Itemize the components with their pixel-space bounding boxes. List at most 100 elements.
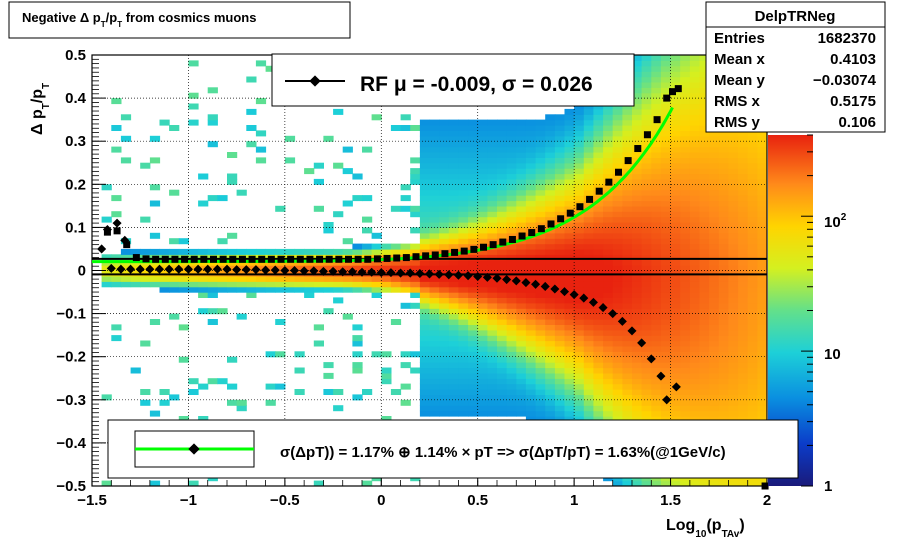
heatmap-cell — [651, 152, 662, 158]
heatmap-cell — [670, 416, 681, 422]
heatmap-cell — [477, 292, 488, 298]
heatmap-cell — [140, 265, 151, 272]
heatmap-cell — [535, 389, 546, 395]
heatmap-cell — [140, 248, 151, 255]
heatmap-cell — [468, 152, 479, 158]
heatmap-cell — [564, 254, 575, 261]
heatmap-cell — [352, 351, 363, 358]
heatmap-cell — [419, 367, 431, 374]
heatmap-cell — [757, 157, 767, 164]
heatmap-cell — [554, 356, 566, 363]
heatmap-cell — [535, 308, 546, 315]
heatmap-cell — [680, 356, 691, 363]
heatmap-cell — [487, 372, 498, 379]
colorbar-label-10: 10 — [824, 346, 841, 363]
heatmap-cell — [699, 141, 710, 148]
heatmap-cell — [468, 356, 479, 363]
heatmap-cell — [574, 308, 585, 315]
heatmap-cell — [535, 205, 546, 212]
heatmap-cell — [554, 130, 566, 137]
heatmap-cell — [728, 378, 739, 385]
heatmap-cell — [747, 173, 758, 180]
heatmap-cell — [757, 319, 767, 325]
heatmap-cell — [497, 119, 508, 126]
heatmap-cell — [728, 222, 739, 228]
heatmap-cell — [497, 141, 508, 148]
heatmap-cell — [709, 135, 720, 142]
sigma-marker — [210, 255, 217, 263]
heatmap-cell — [497, 265, 508, 272]
heatmap-cell — [535, 141, 546, 148]
heatmap-cell — [680, 410, 691, 417]
heatmap-cell — [632, 125, 643, 131]
heatmap-cell — [439, 146, 450, 153]
mean-marker — [627, 326, 637, 336]
heatmap-cell — [603, 130, 614, 137]
heatmap-cell — [506, 324, 517, 331]
heatmap-cell — [699, 195, 710, 202]
heatmap-cell — [689, 399, 701, 406]
heatmap-cell — [612, 297, 623, 304]
heatmap-cell — [583, 281, 594, 288]
heatmap-cell — [516, 313, 527, 320]
heatmap-cell — [236, 399, 247, 406]
heatmap-cell — [516, 200, 527, 207]
heatmap-cell — [458, 157, 469, 164]
heatmap-cell — [516, 383, 527, 390]
heatmap-cell — [709, 335, 720, 342]
heatmap-cell — [477, 351, 488, 358]
heatmap-cell — [545, 345, 556, 352]
heatmap-cell — [612, 389, 623, 395]
heatmap-cell — [545, 329, 556, 336]
heatmap-cell — [487, 399, 498, 406]
heatmap-cell — [670, 362, 681, 369]
heatmap-cell — [574, 135, 585, 142]
heatmap-cell — [333, 108, 344, 115]
heatmap-cell — [612, 108, 623, 115]
heatmap-cell — [497, 367, 508, 374]
heatmap-cell — [689, 87, 701, 94]
heatmap-cell — [622, 248, 633, 255]
heatmap-cell — [313, 248, 324, 255]
heatmap-cell — [439, 356, 450, 363]
heatmap-cell — [641, 189, 652, 196]
heatmap-cell — [497, 324, 508, 331]
heatmap-cell — [362, 281, 373, 288]
heatmap-cell — [525, 416, 537, 422]
heatmap-cell — [535, 281, 546, 288]
heatmap-cell — [670, 286, 681, 293]
heatmap-cell — [487, 265, 498, 272]
heatmap-cell — [612, 410, 623, 417]
heatmap-cell — [757, 356, 767, 363]
heatmap-cell — [477, 254, 488, 261]
heatmap-cell — [632, 65, 643, 72]
heatmap-cell — [574, 383, 585, 390]
heatmap-cell — [718, 248, 729, 255]
heatmap-cell — [680, 81, 691, 88]
heatmap-cell — [419, 389, 431, 395]
heatmap-cell — [632, 286, 643, 293]
heatmap-cell — [468, 383, 479, 390]
heatmap-cell — [728, 335, 739, 342]
heatmap-cell — [718, 205, 729, 212]
heatmap-cell — [680, 248, 691, 255]
heatmap-cell — [506, 195, 517, 202]
heatmap-cell — [670, 60, 681, 67]
heatmap-cell — [709, 211, 720, 218]
heatmap-cell — [632, 356, 643, 363]
heatmap-cell — [699, 243, 710, 250]
heatmap-cell — [670, 98, 681, 105]
heatmap-cell — [651, 222, 662, 228]
heatmap-cell — [487, 405, 498, 412]
heatmap-cell — [718, 362, 729, 369]
heatmap-cell — [651, 98, 662, 105]
heatmap-cell — [236, 189, 247, 196]
heatmap-cell — [738, 367, 749, 374]
heatmap-cell — [574, 254, 585, 261]
heatmap-cell — [651, 216, 662, 223]
heatmap-cell — [583, 184, 594, 191]
heatmap-cell — [738, 275, 749, 282]
heatmap-cell — [535, 416, 546, 422]
sigma-marker — [258, 255, 266, 263]
heatmap-cell — [603, 275, 614, 282]
